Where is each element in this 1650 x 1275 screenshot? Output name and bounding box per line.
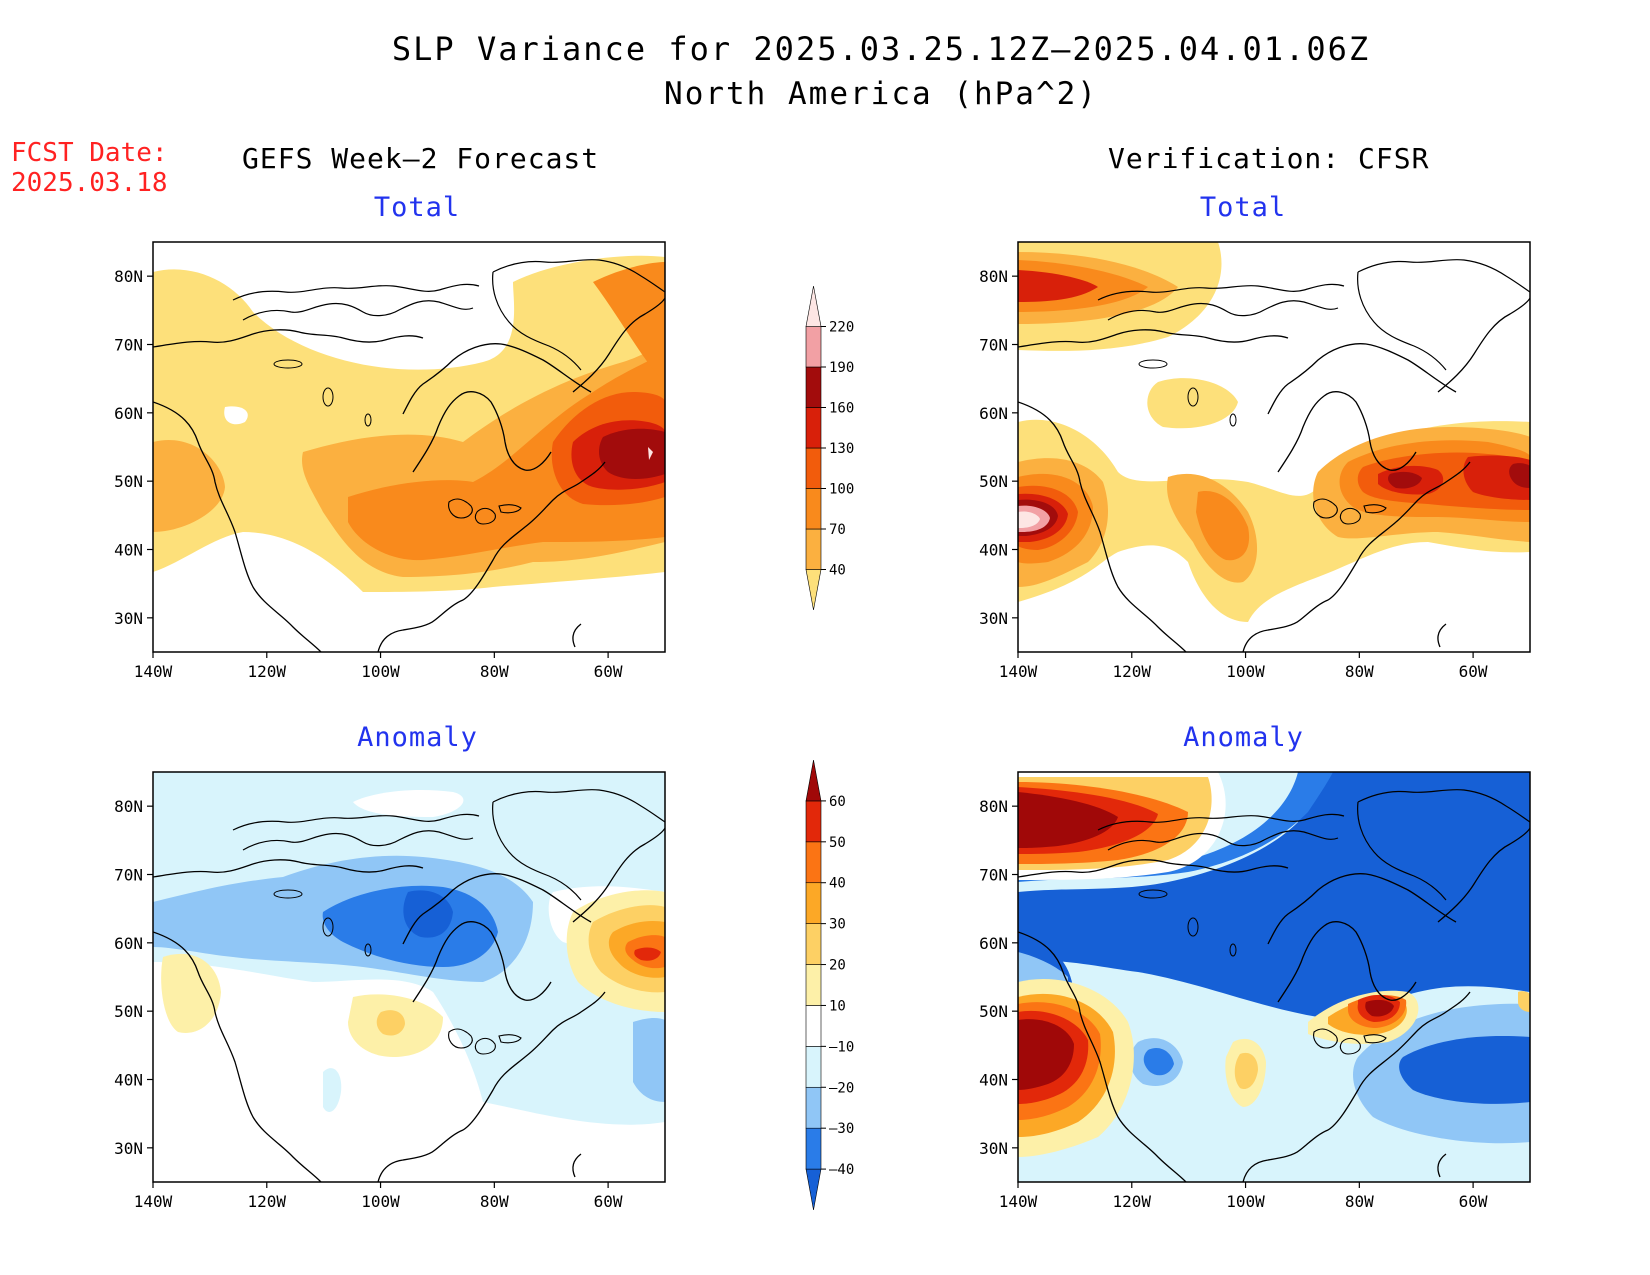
verification-anomaly-lat-label: 50N xyxy=(979,1002,1008,1021)
cbar-total-segment xyxy=(805,407,822,449)
cbar-total-segment xyxy=(805,488,822,530)
cbar-anom-tick-label: –10 xyxy=(829,1039,854,1055)
forecast-anomaly-lat-label: 40N xyxy=(114,1071,143,1090)
verification-total-map xyxy=(1017,241,1531,653)
cbar-total-tick-label: 70 xyxy=(829,522,846,538)
cbar-anom-segment xyxy=(805,1168,822,1211)
fcst-date-label: FCST Date: xyxy=(11,138,168,168)
verification-anomaly-lon-label: 100W xyxy=(1226,1192,1265,1211)
verification-anomaly-lon-label: 120W xyxy=(1113,1192,1152,1211)
cbar-anom-segment xyxy=(805,800,822,843)
forecast-anomaly-title: Anomaly xyxy=(357,722,478,753)
forecast-anomaly-lon-label: 140W xyxy=(134,1192,173,1211)
forecast-total-lon-label: 80W xyxy=(480,662,509,681)
verification-anomaly-lat-label: 70N xyxy=(979,866,1008,885)
forecast-total-map xyxy=(152,241,666,653)
cbar-anom-segment xyxy=(805,759,822,802)
verification-total-lat-label: 30N xyxy=(979,609,1008,628)
verification-anomaly-lat-label: 40N xyxy=(979,1071,1008,1090)
verification-total-lon-label: 80W xyxy=(1345,662,1374,681)
forecast-anomaly-lat-label: 60N xyxy=(114,934,143,953)
verification-total-lat-label: 40N xyxy=(979,541,1008,560)
anomaly-colorbar: 60 50 40 30 20 10 –10 –20 –30 –40 xyxy=(805,759,854,1211)
cbar-anom-tick-label: –30 xyxy=(829,1121,854,1137)
forecast-anomaly-lat-label: 70N xyxy=(114,866,143,885)
cbar-anom-segment xyxy=(805,1086,822,1129)
cbar-total-tick-label: 190 xyxy=(829,360,854,376)
cbar-total-tick-label: 130 xyxy=(829,441,854,457)
cbar-anom-segment xyxy=(805,841,822,884)
forecast-total-lat-label: 70N xyxy=(114,336,143,355)
cbar-anom-tick-label: 50 xyxy=(829,835,846,851)
cbar-anom-tick-label: –20 xyxy=(829,1080,854,1096)
cbar-anom-segment xyxy=(805,923,822,965)
forecast-total-lon-label: 100W xyxy=(361,662,400,681)
verification-total-lat-label: 70N xyxy=(979,336,1008,355)
cbar-total-tick-label: 160 xyxy=(829,401,854,417)
cbar-anom-tick-label: 40 xyxy=(829,876,846,892)
cbar-total-segment xyxy=(805,285,822,327)
forecast-total-lat-label: 60N xyxy=(114,404,143,423)
cbar-anom-tick-label: 10 xyxy=(829,998,846,1014)
forecast-anomaly-lat-label: 80N xyxy=(114,797,143,816)
forecast-column-title: GEFS Week–2 Forecast xyxy=(242,142,600,175)
forecast-total-lon-label: 140W xyxy=(134,662,173,681)
forecast-anomaly-lat-label: 50N xyxy=(114,1002,143,1021)
cbar-anom-segment xyxy=(805,882,822,924)
verification-total-title: Total xyxy=(1199,192,1287,223)
forecast-anomaly-lon-label: 60W xyxy=(594,1192,623,1211)
cbar-total-segment xyxy=(805,326,822,368)
cbar-total-segment xyxy=(805,447,822,489)
cbar-anom-tick-label: 30 xyxy=(829,917,846,933)
cbar-total-tick-label: 220 xyxy=(829,320,854,336)
cbar-anom-tick-label: 20 xyxy=(829,958,846,974)
forecast-anomaly-map xyxy=(152,771,666,1183)
forecast-total-lat-label: 50N xyxy=(114,472,143,491)
forecast-total-title: Total xyxy=(373,192,461,223)
forecast-total-lon-label: 60W xyxy=(594,662,623,681)
verification-anomaly-lon-label: 60W xyxy=(1459,1192,1488,1211)
forecast-total-lon-label: 120W xyxy=(248,662,287,681)
forecast-total-lat-label: 40N xyxy=(114,541,143,560)
verification-column-title: Verification: CFSR xyxy=(1108,142,1430,175)
verification-total-lat-label: 80N xyxy=(979,267,1008,286)
cbar-total-segment xyxy=(805,528,822,570)
cbar-total-segment xyxy=(805,569,822,611)
verification-anomaly-title: Anomaly xyxy=(1183,722,1304,753)
forecast-anomaly-lon-label: 120W xyxy=(248,1192,287,1211)
verification-anomaly-lat-label: 80N xyxy=(979,797,1008,816)
verification-anomaly-lat-label: 60N xyxy=(979,934,1008,953)
verification-anomaly-lon-label: 140W xyxy=(999,1192,1038,1211)
cbar-total-tick-label: 40 xyxy=(829,563,846,579)
map-axes: 80N 70N 60N 50N 40N 30N 140W 120W 100W 80W 60W 80N 7… xyxy=(114,267,1488,1211)
cbar-anom-tick-label: –40 xyxy=(829,1162,854,1178)
page-subtitle: North America (hPa^2) xyxy=(664,76,1098,112)
cbar-anom-segment xyxy=(805,964,822,1006)
verification-anomaly-lon-label: 80W xyxy=(1345,1192,1374,1211)
verification-anomaly-lat-label: 30N xyxy=(979,1139,1008,1158)
cbar-anom-segment xyxy=(805,1046,822,1088)
verification-total-lon-label: 140W xyxy=(999,662,1038,681)
page-title: SLP Variance for 2025.03.25.12Z–2025.04.… xyxy=(391,30,1371,68)
forecast-total-lat-label: 30N xyxy=(114,609,143,628)
forecast-anomaly-lon-label: 100W xyxy=(361,1192,400,1211)
verification-total-lat-label: 60N xyxy=(979,404,1008,423)
cbar-total-tick-label: 100 xyxy=(829,482,854,498)
verification-total-lon-label: 60W xyxy=(1459,662,1488,681)
total-colorbar: 220 190 160 130 100 70 40 xyxy=(805,285,854,611)
cbar-anom-tick-label: 60 xyxy=(829,794,846,810)
forecast-total-lat-label: 80N xyxy=(114,267,143,286)
verification-total-lon-label: 100W xyxy=(1226,662,1265,681)
cbar-anom-segment xyxy=(805,1127,822,1170)
verification-total-lat-label: 50N xyxy=(979,472,1008,491)
fcst-date-value: 2025.03.18 xyxy=(11,168,168,198)
verification-anomaly-map xyxy=(1017,771,1531,1183)
cbar-total-segment xyxy=(805,366,822,408)
forecast-anomaly-lon-label: 80W xyxy=(480,1192,509,1211)
verification-total-lon-label: 120W xyxy=(1113,662,1152,681)
forecast-anomaly-lat-label: 30N xyxy=(114,1139,143,1158)
cbar-anom-segment xyxy=(805,1005,822,1047)
